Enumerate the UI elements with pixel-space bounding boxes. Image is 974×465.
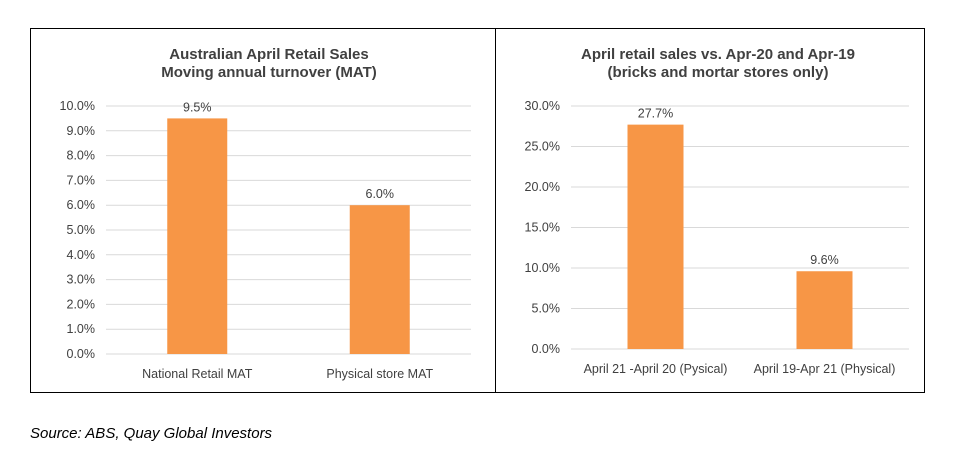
left-chart-y-tick-label: 10.0% bbox=[60, 99, 95, 113]
chart-panel-retail-mat: Australian April Retail Sales Moving annu… bbox=[30, 28, 496, 393]
right-chart-category-label: April 19-Apr 21 (Physical) bbox=[754, 362, 896, 376]
left-chart-category-label: National Retail MAT bbox=[142, 367, 253, 381]
left-chart-y-tick-label: 3.0% bbox=[67, 273, 96, 287]
left-chart-y-tick-label: 0.0% bbox=[67, 347, 96, 361]
left-chart-bar bbox=[167, 118, 228, 355]
right-chart-y-tick-label: 10.0% bbox=[525, 261, 560, 275]
left-chart-data-label: 9.5% bbox=[183, 100, 212, 114]
left-chart-bar bbox=[349, 205, 410, 354]
left-chart-y-tick-label: 9.0% bbox=[67, 124, 96, 138]
right-chart-bar bbox=[796, 271, 853, 349]
right-chart-data-label: 27.7% bbox=[638, 107, 673, 121]
right-chart-y-tick-label: 0.0% bbox=[532, 342, 561, 356]
chart-bricks-mortar: April retail sales vs. Apr-20 and Apr-19… bbox=[525, 46, 909, 376]
left-chart-data-label: 6.0% bbox=[366, 187, 395, 201]
right-chart-y-tick-label: 30.0% bbox=[525, 99, 560, 113]
right-chart-y-tick-label: 20.0% bbox=[525, 180, 560, 194]
right-chart-title-line-2: (bricks and mortar stores only) bbox=[608, 64, 829, 81]
right-chart-data-label: 9.6% bbox=[810, 253, 839, 267]
chart-panel-bricks-mortar: April retail sales vs. Apr-20 and Apr-19… bbox=[495, 28, 925, 393]
right-chart-y-tick-label: 5.0% bbox=[532, 302, 561, 316]
left-chart-title-line-1: Australian April Retail Sales bbox=[169, 46, 369, 63]
left-chart-y-tick-label: 2.0% bbox=[67, 297, 96, 311]
right-chart-y-tick-label: 25.0% bbox=[525, 140, 560, 154]
left-chart-title-line-2: Moving annual turnover (MAT) bbox=[161, 64, 377, 81]
right-chart-title-line-1: April retail sales vs. Apr-20 and Apr-19 bbox=[581, 46, 855, 63]
left-chart-y-tick-label: 8.0% bbox=[67, 149, 96, 163]
left-chart-category-label: Physical store MAT bbox=[326, 367, 433, 381]
left-chart-y-tick-label: 5.0% bbox=[67, 223, 96, 237]
left-chart-y-tick-label: 1.0% bbox=[67, 322, 96, 336]
source-note: Source: ABS, Quay Global Investors bbox=[30, 425, 273, 442]
left-chart-y-tick-label: 6.0% bbox=[67, 198, 96, 212]
right-chart-category-label: April 21 -April 20 (Pysical) bbox=[584, 362, 728, 376]
left-chart-y-tick-label: 7.0% bbox=[67, 173, 96, 187]
right-chart-y-tick-label: 15.0% bbox=[525, 221, 560, 235]
left-chart-y-tick-label: 4.0% bbox=[67, 248, 96, 262]
right-chart-bar bbox=[627, 124, 684, 349]
